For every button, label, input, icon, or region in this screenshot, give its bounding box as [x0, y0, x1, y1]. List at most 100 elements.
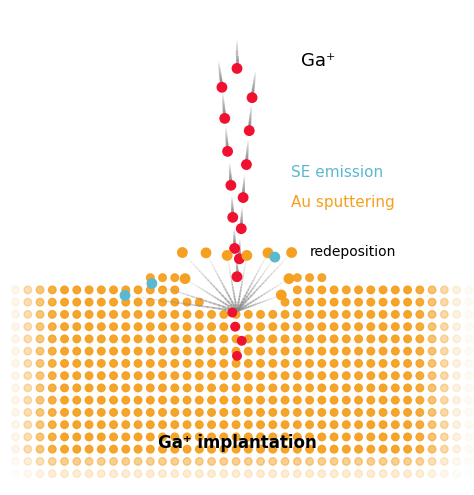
Circle shape: [306, 384, 313, 392]
Circle shape: [318, 421, 326, 429]
Circle shape: [404, 470, 411, 478]
Circle shape: [367, 335, 374, 343]
Circle shape: [146, 360, 154, 367]
Text: Ga⁺ implantation: Ga⁺ implantation: [158, 434, 316, 452]
Circle shape: [440, 409, 448, 416]
Circle shape: [122, 458, 129, 465]
Circle shape: [416, 409, 424, 416]
Circle shape: [330, 421, 338, 429]
Circle shape: [257, 433, 264, 441]
Circle shape: [36, 409, 44, 416]
Circle shape: [269, 384, 277, 392]
Circle shape: [453, 347, 460, 355]
Circle shape: [416, 335, 424, 343]
Circle shape: [220, 347, 228, 355]
Circle shape: [232, 470, 240, 478]
Circle shape: [306, 274, 313, 282]
Circle shape: [208, 446, 215, 453]
Circle shape: [36, 421, 44, 429]
Circle shape: [196, 360, 203, 367]
Circle shape: [428, 421, 436, 429]
Circle shape: [440, 286, 448, 294]
Circle shape: [232, 323, 240, 331]
Circle shape: [12, 409, 19, 416]
Circle shape: [367, 433, 374, 441]
Circle shape: [343, 421, 350, 429]
Circle shape: [355, 298, 362, 306]
Circle shape: [257, 421, 264, 429]
Circle shape: [306, 409, 313, 416]
Circle shape: [306, 446, 313, 453]
Circle shape: [73, 409, 81, 416]
Circle shape: [146, 433, 154, 441]
Circle shape: [276, 290, 286, 299]
Circle shape: [355, 409, 362, 416]
Circle shape: [245, 421, 252, 429]
Circle shape: [330, 372, 338, 380]
Circle shape: [61, 458, 68, 465]
Circle shape: [98, 372, 105, 380]
Circle shape: [257, 458, 264, 465]
Circle shape: [61, 433, 68, 441]
Circle shape: [379, 396, 387, 404]
Circle shape: [428, 372, 436, 380]
Circle shape: [367, 396, 374, 404]
Circle shape: [110, 335, 117, 343]
Circle shape: [392, 433, 399, 441]
Circle shape: [98, 347, 105, 355]
Circle shape: [404, 458, 411, 465]
Circle shape: [367, 372, 374, 380]
Circle shape: [440, 433, 448, 441]
Circle shape: [355, 421, 362, 429]
Circle shape: [134, 323, 142, 331]
Circle shape: [355, 458, 362, 465]
Circle shape: [171, 458, 179, 465]
Text: Ga⁺: Ga⁺: [301, 52, 335, 70]
Circle shape: [232, 311, 240, 318]
Circle shape: [355, 470, 362, 478]
Circle shape: [392, 446, 399, 453]
Circle shape: [453, 433, 460, 441]
Circle shape: [428, 458, 436, 465]
Circle shape: [392, 311, 399, 318]
Circle shape: [453, 286, 460, 294]
Circle shape: [48, 360, 56, 367]
Circle shape: [48, 409, 56, 416]
Circle shape: [61, 298, 68, 306]
Circle shape: [269, 311, 277, 318]
Circle shape: [61, 360, 68, 367]
Circle shape: [245, 372, 252, 380]
Circle shape: [231, 322, 239, 331]
Circle shape: [343, 384, 350, 392]
Circle shape: [159, 458, 166, 465]
Circle shape: [36, 335, 44, 343]
Circle shape: [171, 409, 179, 416]
Circle shape: [404, 396, 411, 404]
Circle shape: [269, 421, 277, 429]
Circle shape: [367, 347, 374, 355]
Circle shape: [453, 311, 460, 318]
Circle shape: [120, 291, 130, 300]
Circle shape: [257, 396, 264, 404]
Circle shape: [270, 252, 280, 262]
Circle shape: [134, 384, 142, 392]
Circle shape: [416, 470, 424, 478]
Circle shape: [12, 323, 19, 331]
Circle shape: [379, 298, 387, 306]
Circle shape: [242, 250, 252, 260]
Circle shape: [257, 360, 264, 367]
Circle shape: [269, 335, 277, 343]
Circle shape: [110, 372, 117, 380]
Circle shape: [416, 433, 424, 441]
Circle shape: [404, 311, 411, 318]
Circle shape: [318, 311, 326, 318]
Circle shape: [36, 298, 44, 306]
Circle shape: [392, 323, 399, 331]
Circle shape: [306, 286, 313, 294]
Circle shape: [208, 372, 215, 380]
Circle shape: [122, 360, 129, 367]
Circle shape: [61, 372, 68, 380]
Circle shape: [24, 446, 32, 453]
Circle shape: [416, 384, 424, 392]
Circle shape: [110, 421, 117, 429]
